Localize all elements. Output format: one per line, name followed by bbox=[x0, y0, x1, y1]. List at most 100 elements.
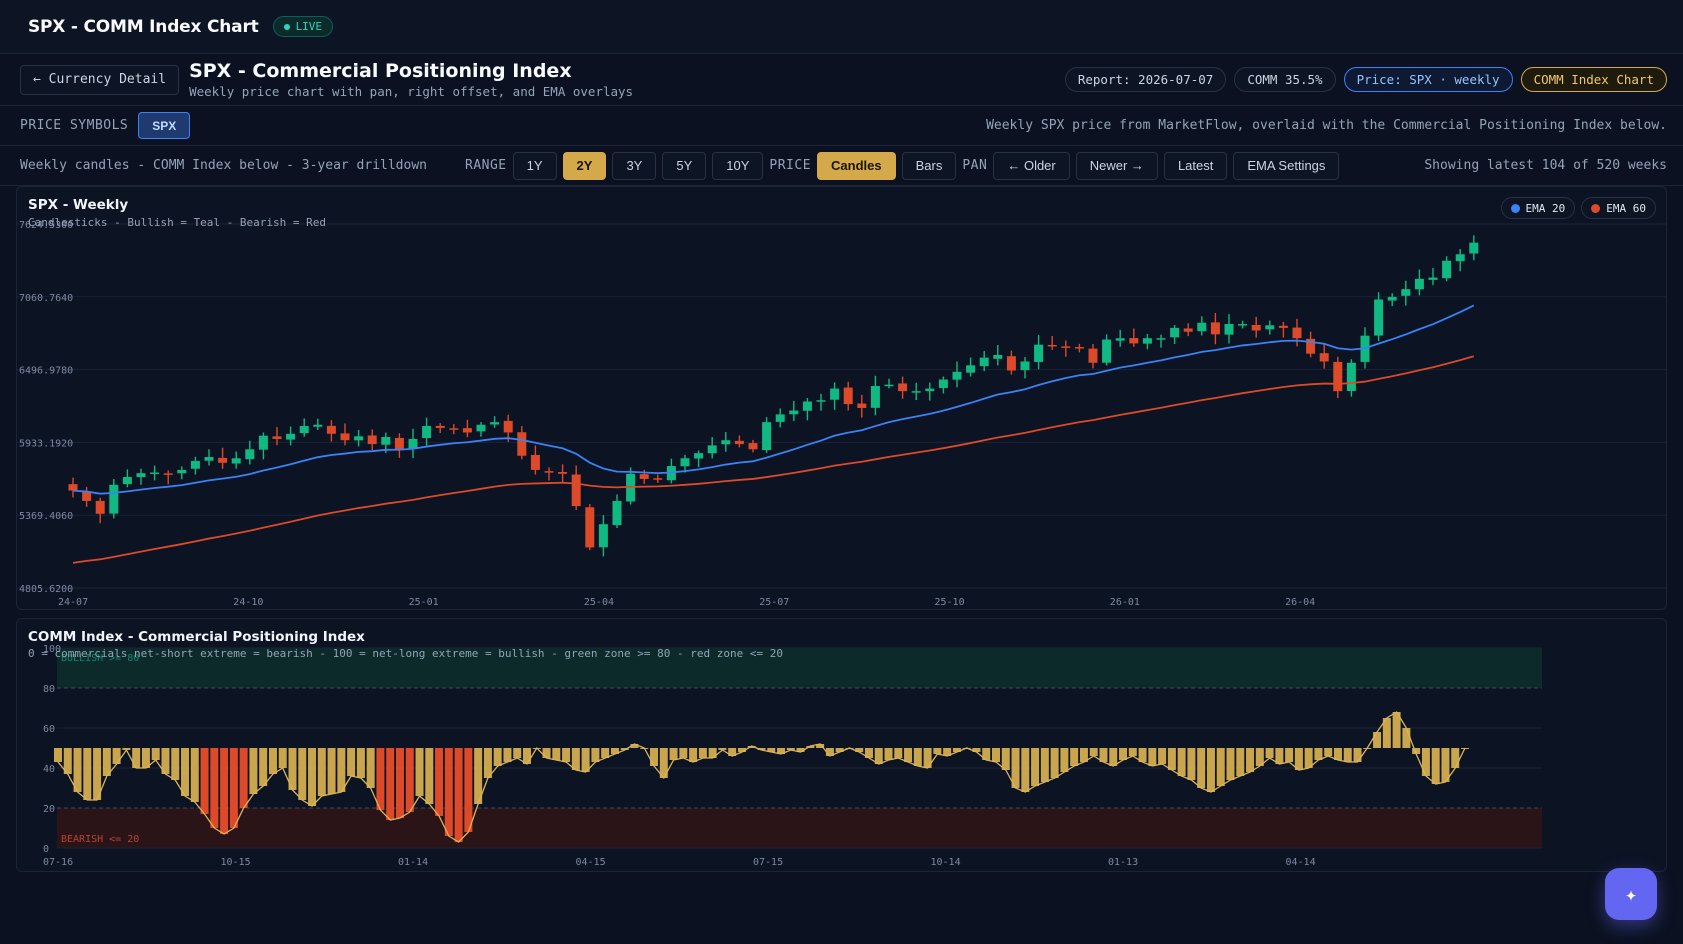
pan-newer-button[interactable]: Newer → bbox=[1075, 151, 1158, 180]
comm-bar bbox=[884, 748, 893, 760]
range-1y-button[interactable]: 1Y bbox=[512, 151, 557, 180]
candle-body bbox=[952, 371, 962, 380]
comm-panel-title: COMM Index - Commercial Positioning Inde… bbox=[28, 629, 365, 645]
legend-ema20[interactable]: EMA 20 bbox=[1500, 197, 1576, 219]
header-pills: Report: 2026-07-07 COMM 35.5% Price: SPX… bbox=[1064, 67, 1667, 92]
candle-body bbox=[544, 471, 554, 473]
comm-bar bbox=[669, 748, 678, 760]
comm-bar bbox=[786, 748, 795, 750]
candle-body bbox=[204, 457, 214, 461]
candle-body bbox=[517, 432, 527, 456]
price-x-tick-label: 25-01 bbox=[409, 597, 439, 608]
comm-x-tick-label: 10-14 bbox=[931, 857, 961, 868]
candle-body bbox=[979, 357, 989, 367]
comm-bar bbox=[806, 746, 815, 748]
comm-bar bbox=[1285, 748, 1294, 762]
bull-zone bbox=[57, 648, 1542, 688]
candle-body bbox=[1428, 277, 1438, 280]
price-y-tick-label: 6496.9780 bbox=[19, 366, 73, 377]
comm-x-tick-label: 01-14 bbox=[398, 857, 428, 868]
comm-bar bbox=[650, 748, 659, 766]
showing-weeks-text: Showing latest 104 of 520 weeks bbox=[1424, 158, 1667, 173]
candle-body bbox=[694, 453, 704, 459]
comm-bar bbox=[513, 748, 522, 758]
back-to-currency-detail-button[interactable]: ← Currency Detail bbox=[20, 64, 180, 95]
legend-ema60[interactable]: EMA 60 bbox=[1581, 197, 1656, 219]
comm-y-tick-label: 60 bbox=[43, 724, 55, 735]
comm-bar bbox=[376, 748, 385, 810]
range-3y-button[interactable]: 3Y bbox=[612, 151, 657, 180]
candle-body bbox=[381, 437, 391, 445]
candle-body bbox=[911, 391, 921, 393]
comm-bar bbox=[1255, 748, 1264, 766]
candle-body bbox=[299, 426, 309, 434]
candle-body bbox=[870, 385, 880, 408]
symbol-spx-button[interactable]: SPX bbox=[138, 112, 191, 139]
comm-bar bbox=[132, 748, 141, 768]
candle-body bbox=[435, 425, 445, 428]
comm-bar bbox=[347, 748, 356, 776]
comm-bar bbox=[200, 748, 209, 814]
comm-bar bbox=[581, 748, 590, 772]
price-chart[interactable]: 7624.5300 7060.7640 6496.9780 5933.1920 5369… bbox=[17, 187, 1667, 610]
price-candles-button[interactable]: Candles bbox=[817, 151, 896, 180]
candle-body bbox=[286, 433, 296, 440]
comm-bar bbox=[1421, 748, 1430, 776]
pan-latest-button[interactable]: Latest bbox=[1163, 151, 1228, 180]
candle-body bbox=[993, 355, 1003, 359]
comm-bar bbox=[366, 748, 375, 788]
candle-body bbox=[462, 428, 472, 433]
comm-chart-panel: 0 20 40 60 80 100 BULLISH >= 80 BEARISH <= 20 07… bbox=[16, 618, 1667, 872]
candle-body bbox=[258, 435, 268, 450]
report-date-pill: Report: 2026-07-07 bbox=[1064, 67, 1227, 92]
comm-bar bbox=[278, 748, 287, 768]
candle-body bbox=[1265, 325, 1275, 330]
comm-bar bbox=[630, 744, 639, 748]
candle-body bbox=[1129, 338, 1139, 344]
comm-bar bbox=[894, 748, 903, 758]
comm-bar bbox=[542, 748, 551, 758]
page-header: ← Currency Detail SPX - Commercial Posit… bbox=[0, 54, 1683, 106]
comm-bar bbox=[972, 748, 981, 752]
price-bars-button[interactable]: Bars bbox=[901, 151, 957, 180]
candle-body bbox=[408, 438, 418, 449]
range-2y-button[interactable]: 2Y bbox=[562, 151, 607, 180]
comm-bar bbox=[1382, 718, 1391, 748]
comm-bar bbox=[1050, 748, 1059, 778]
comm-bar bbox=[698, 748, 707, 758]
comm-y-tick-label: 0 bbox=[43, 844, 49, 855]
price-panel-subtitle: Candlesticks - Bullish = Teal - Bearish … bbox=[28, 216, 327, 229]
page-subtitle: Weekly price chart with pan, right offse… bbox=[189, 84, 634, 99]
live-dot-icon bbox=[283, 23, 290, 30]
candle-body bbox=[422, 426, 432, 439]
comm-bar bbox=[386, 748, 395, 820]
comm-bar bbox=[728, 748, 737, 756]
range-10y-button[interactable]: 10Y bbox=[712, 151, 764, 180]
assistant-fab-button[interactable]: ✦ bbox=[1605, 868, 1657, 920]
candle-body bbox=[1251, 324, 1261, 331]
comm-bar bbox=[523, 748, 531, 764]
comm-bar bbox=[259, 748, 268, 786]
ema-settings-button[interactable]: EMA Settings bbox=[1233, 151, 1340, 180]
candle-body bbox=[1455, 254, 1465, 262]
range-5y-button[interactable]: 5Y bbox=[662, 151, 707, 180]
candle-body bbox=[1387, 296, 1397, 301]
pan-older-button[interactable]: ← Older bbox=[993, 151, 1070, 180]
comm-bar bbox=[874, 748, 883, 764]
candle-body bbox=[1414, 278, 1424, 290]
comm-index-chart-pill[interactable]: COMM Index Chart bbox=[1520, 67, 1667, 92]
candle-body bbox=[1401, 289, 1411, 296]
comm-bar bbox=[102, 748, 111, 776]
candle-body bbox=[1224, 324, 1234, 335]
app-title: SPX - COMM Index Chart bbox=[28, 16, 259, 37]
comm-bar bbox=[1079, 748, 1088, 762]
candle-body bbox=[1061, 346, 1071, 348]
comm-bar bbox=[982, 748, 991, 760]
comm-bar bbox=[952, 748, 961, 752]
comm-bar bbox=[933, 748, 942, 754]
page-titles: SPX - Commercial Positioning Index Weekl… bbox=[189, 60, 633, 99]
comm-bar bbox=[552, 748, 561, 760]
price-symbol-pill[interactable]: Price: SPX · weekly bbox=[1343, 67, 1513, 92]
comm-bar bbox=[1314, 748, 1323, 760]
